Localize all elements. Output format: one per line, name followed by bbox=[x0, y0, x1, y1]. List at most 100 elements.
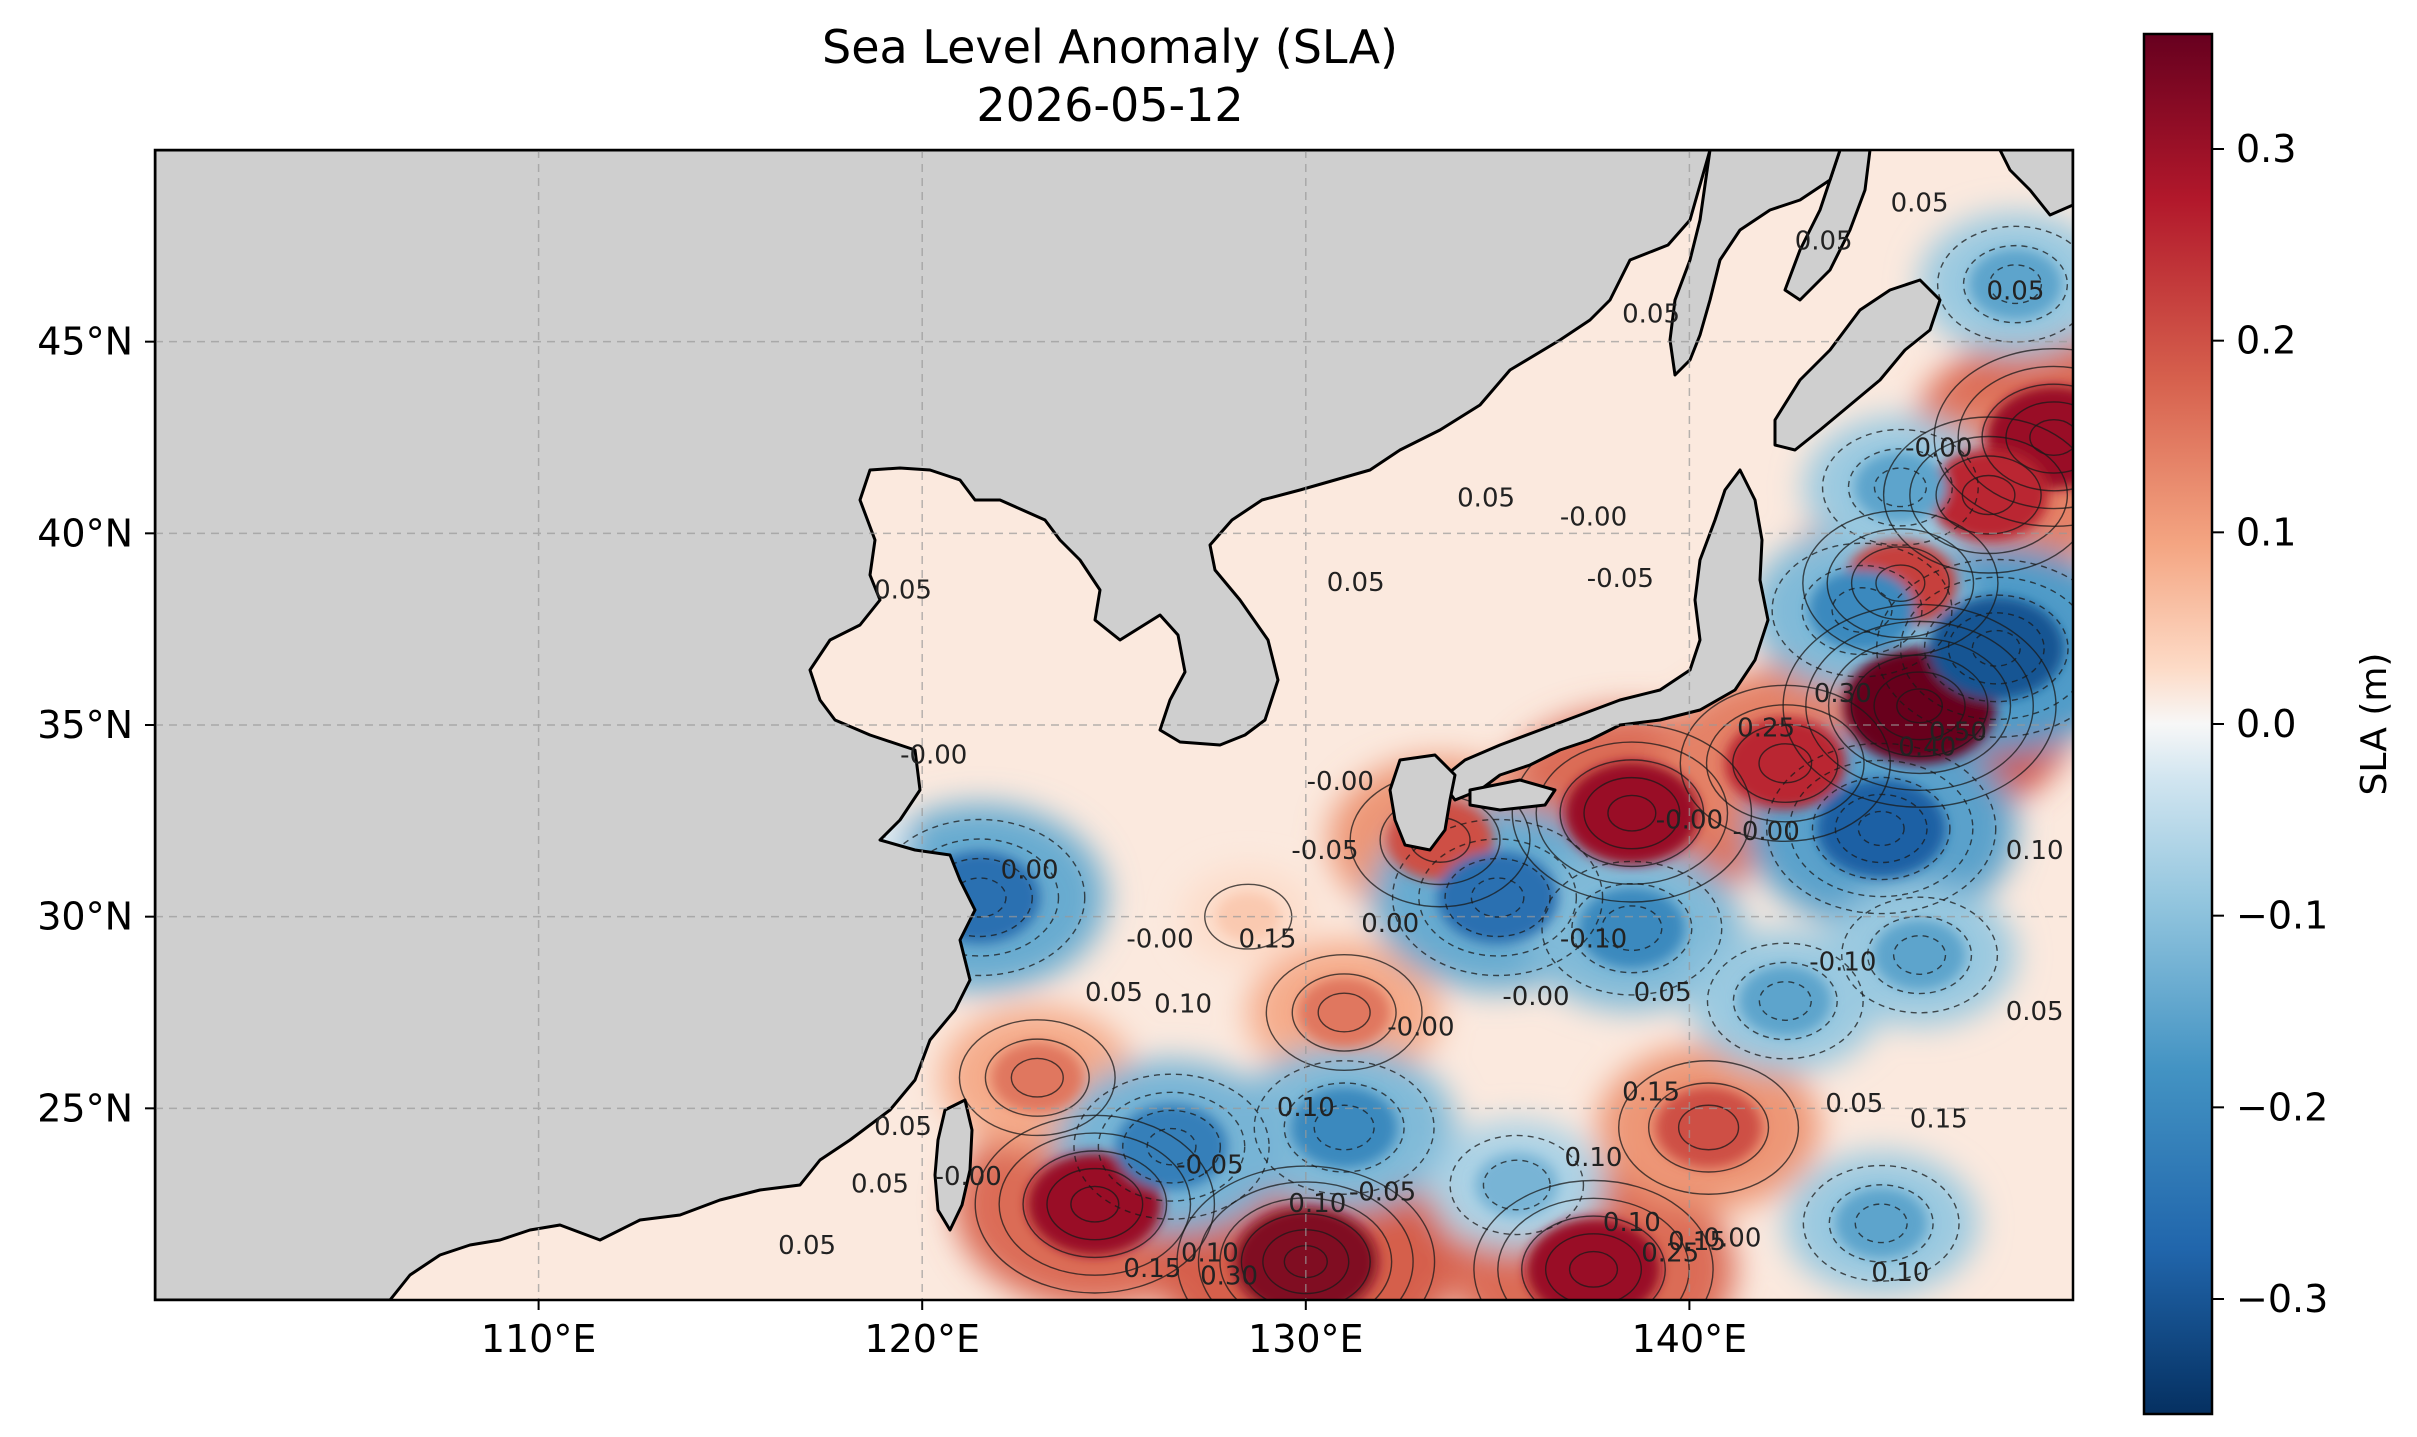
contour-label: -0.05 bbox=[1176, 1151, 1243, 1181]
contour-label: 0.05 bbox=[778, 1231, 836, 1261]
contour-line bbox=[1850, 654, 1989, 758]
land-kuril-kamchatka bbox=[1998, 150, 2073, 217]
contour-label: -0.00 bbox=[1560, 503, 1627, 533]
lat-tick-label: 30°N bbox=[37, 895, 133, 939]
colorbar-bar bbox=[2142, 32, 2214, 1416]
contour-line bbox=[1936, 225, 2073, 343]
contour-line bbox=[1607, 794, 1657, 832]
contour-label: 0.10 bbox=[1277, 1093, 1335, 1123]
contour-line bbox=[1834, 793, 1928, 864]
contour-line bbox=[1418, 838, 1578, 957]
land-areas bbox=[155, 150, 2073, 1300]
contour-line bbox=[1988, 264, 2043, 305]
contour-label: 0.15 bbox=[1123, 1254, 1181, 1284]
contour-label: 0.10 bbox=[1154, 990, 1212, 1020]
contour-line bbox=[1811, 776, 1951, 881]
contour-line bbox=[974, 1114, 1216, 1294]
contour-line bbox=[1583, 776, 1681, 850]
contour-line bbox=[1802, 1164, 1960, 1282]
land-japan-honshu bbox=[1438, 468, 1770, 802]
contour-line bbox=[958, 1019, 1116, 1137]
contour-label: -0.00 bbox=[1905, 434, 1972, 464]
contour-label: 0.15 bbox=[1622, 1078, 1680, 1108]
contour-line bbox=[1873, 671, 1966, 741]
lon-tick-label: 110°E bbox=[481, 1317, 597, 1361]
contour-line bbox=[2029, 419, 2073, 456]
contour-label: 0.00 bbox=[1361, 909, 1419, 939]
contour-line bbox=[1827, 637, 2012, 775]
contour-label: -0.00 bbox=[1502, 982, 1569, 1012]
anomaly-core bbox=[1969, 248, 2062, 320]
contour-label: 0.05 bbox=[1634, 978, 1692, 1008]
contour-line bbox=[1962, 244, 2069, 324]
colorbar-tick-label: −0.3 bbox=[2236, 1277, 2328, 1321]
lon-tick-label: 130°E bbox=[1248, 1317, 1364, 1361]
contour-line bbox=[1981, 383, 2073, 492]
contour-line bbox=[984, 1038, 1090, 1117]
contour-label: 0.05 bbox=[874, 1112, 932, 1142]
anomaly-core bbox=[1525, 1217, 1662, 1300]
contour-line bbox=[1473, 1179, 1714, 1300]
contour-line bbox=[1449, 1134, 1585, 1236]
contour-label: 0.25 bbox=[1737, 714, 1795, 744]
anomaly-core bbox=[1854, 452, 1947, 523]
anomaly-core bbox=[1655, 1086, 1762, 1169]
land-taiwan bbox=[933, 1098, 974, 1232]
contour-label: -0.00 bbox=[1126, 924, 1193, 954]
contour-label: -0.00 bbox=[1387, 1013, 1454, 1043]
lon-tick-label: 140°E bbox=[1632, 1317, 1748, 1361]
contour-line bbox=[1647, 1082, 1770, 1173]
contour-line bbox=[1957, 365, 2073, 510]
contour-line bbox=[1947, 612, 2045, 685]
contour-label: 0.05 bbox=[874, 576, 932, 606]
anomaly-core bbox=[1739, 965, 1832, 1037]
contour-label: 0.10 bbox=[1181, 1239, 1239, 1269]
contour-line bbox=[1601, 905, 1663, 952]
anomaly-core bbox=[1290, 1086, 1398, 1169]
contour-label: -0.05 bbox=[1349, 1177, 1416, 1207]
contour-label: 0.40 bbox=[1898, 733, 1956, 763]
colorbar-tick-label: 0.1 bbox=[2236, 510, 2296, 554]
contour-label: 0.10 bbox=[1871, 1258, 1929, 1288]
contour-label-layer: 0.050.25-0.000.000.15-0.00-0.10-0.100.05… bbox=[778, 188, 2063, 1291]
lat-tick-label: 25°N bbox=[37, 1086, 133, 1130]
contour-line bbox=[1046, 1167, 1144, 1241]
contour-line bbox=[1758, 981, 1812, 1021]
contour-line bbox=[1923, 594, 2069, 703]
lat-tick-label: 35°N bbox=[37, 703, 133, 747]
contour-label: 0.10 bbox=[1565, 1143, 1623, 1173]
contour-line bbox=[1873, 467, 1928, 508]
anomaly-core bbox=[991, 1042, 1084, 1113]
map-gridlines bbox=[155, 150, 2073, 1300]
contour-line bbox=[1197, 1181, 1414, 1300]
contour-line bbox=[1847, 448, 1953, 527]
contour-line bbox=[1122, 1109, 1222, 1184]
contour-line bbox=[1283, 1082, 1405, 1173]
contour-line bbox=[1788, 759, 1974, 898]
contour-line bbox=[1771, 542, 1953, 678]
contour-line bbox=[1821, 428, 1979, 546]
contour-label: -0.10 bbox=[1560, 924, 1627, 954]
contour-label: -0.00 bbox=[1732, 817, 1799, 847]
contour-label: -0.10 bbox=[1809, 947, 1876, 977]
contour-line bbox=[1022, 1150, 1168, 1259]
lat-tick-label: 45°N bbox=[37, 320, 133, 364]
land-japan-shikoku bbox=[1468, 778, 1557, 812]
colorbar-tick-label: 0.3 bbox=[2236, 127, 2296, 171]
contour-label: -0.00 bbox=[900, 740, 967, 770]
contour-line bbox=[1826, 528, 1975, 639]
contour-line bbox=[1828, 1184, 1934, 1263]
contour-label: 0.10 bbox=[1603, 1208, 1661, 1238]
contour-line bbox=[1705, 704, 1865, 823]
contour-line bbox=[1961, 474, 2016, 516]
contour-label: 0.05 bbox=[1795, 227, 1853, 257]
contour-label: 0.15 bbox=[1910, 1105, 1968, 1135]
land-hokkaido bbox=[1773, 278, 1942, 452]
contour-line bbox=[1850, 546, 1950, 621]
anomaly-core bbox=[1474, 1152, 1559, 1218]
contour-line bbox=[1482, 1159, 1551, 1211]
anomaly-core bbox=[1928, 448, 2050, 542]
contour-line bbox=[1782, 603, 2057, 808]
contour-line bbox=[1933, 347, 2073, 528]
